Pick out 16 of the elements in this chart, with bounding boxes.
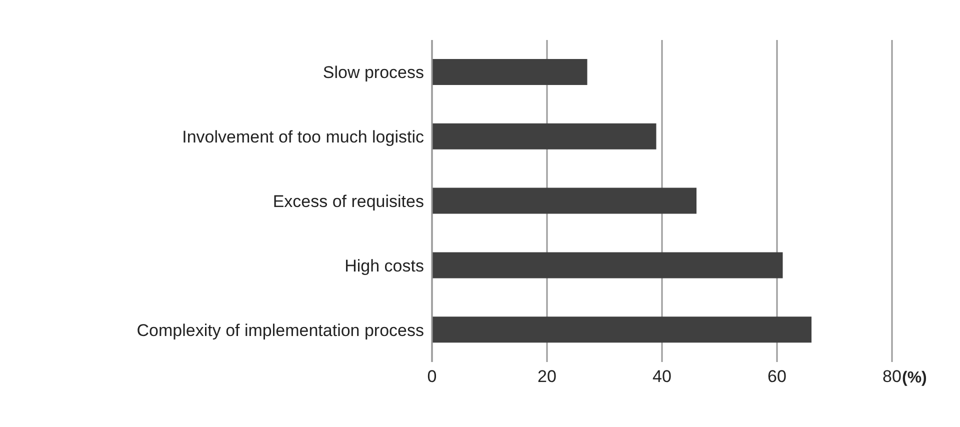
bar xyxy=(432,123,656,150)
bar xyxy=(432,59,588,85)
bar xyxy=(432,252,783,278)
y-tick-label: Involvement of too much logistic xyxy=(182,128,424,147)
bar xyxy=(432,188,696,214)
y-tick-label: Complexity of implementation process xyxy=(136,320,424,340)
bar xyxy=(432,316,812,343)
x-tick-label: 40 xyxy=(652,367,672,386)
x-tick-label: 60 xyxy=(768,367,786,386)
x-tick-label: 0 xyxy=(427,367,437,386)
y-tick-label: Slow process xyxy=(322,63,424,82)
y-tick-label: Excess of requisites xyxy=(272,192,424,212)
x-tick-label: 80 xyxy=(882,367,902,386)
x-axis-title: (%) xyxy=(902,370,927,387)
x-tick-label: 20 xyxy=(538,367,556,386)
y-tick-label: High costs xyxy=(344,256,424,276)
